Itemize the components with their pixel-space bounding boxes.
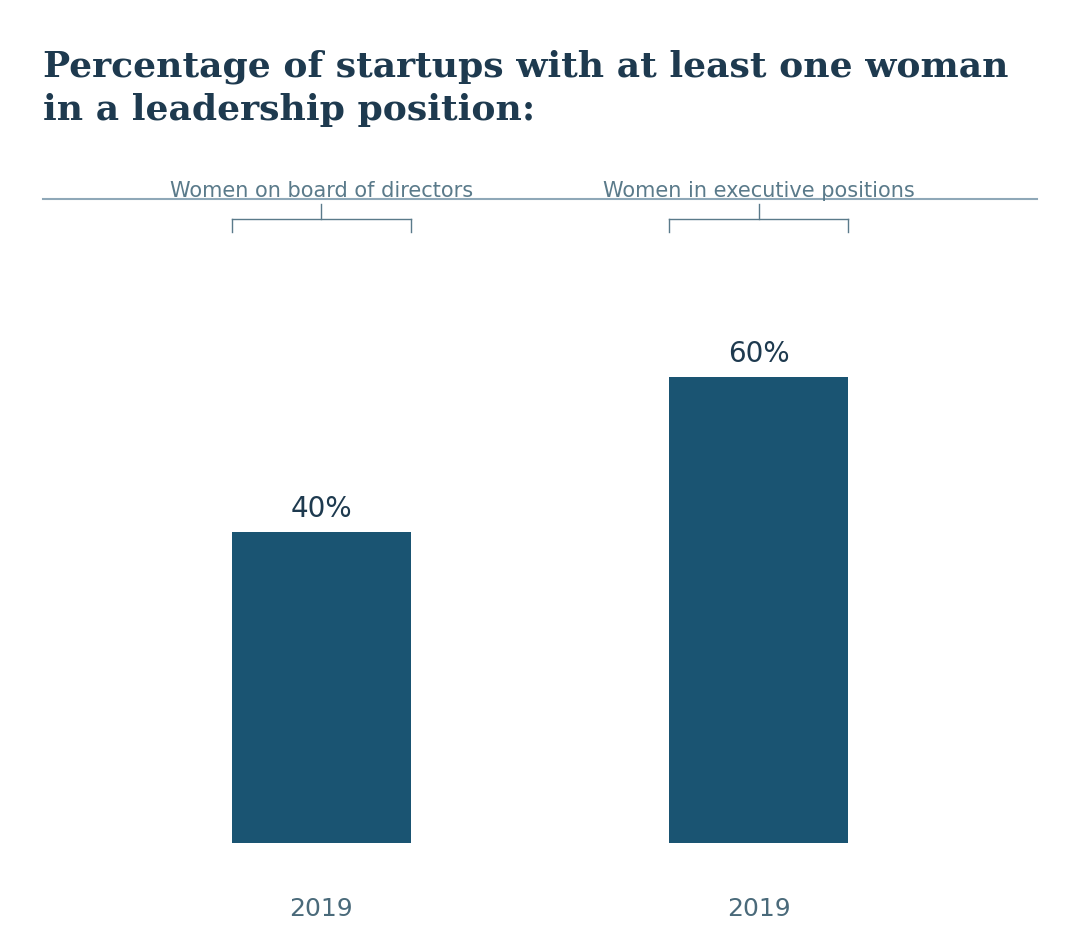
Text: Percentage of startups with at least one woman
in a leadership position:: Percentage of startups with at least one… — [43, 49, 1009, 128]
Text: Women in executive positions: Women in executive positions — [603, 181, 915, 201]
Text: 40%: 40% — [291, 495, 352, 523]
Text: 2019: 2019 — [289, 897, 353, 921]
Text: 60%: 60% — [728, 340, 789, 368]
Text: 2019: 2019 — [727, 897, 791, 921]
Text: Women on board of directors: Women on board of directors — [170, 181, 473, 201]
Bar — [670, 378, 848, 843]
Bar — [232, 532, 410, 843]
